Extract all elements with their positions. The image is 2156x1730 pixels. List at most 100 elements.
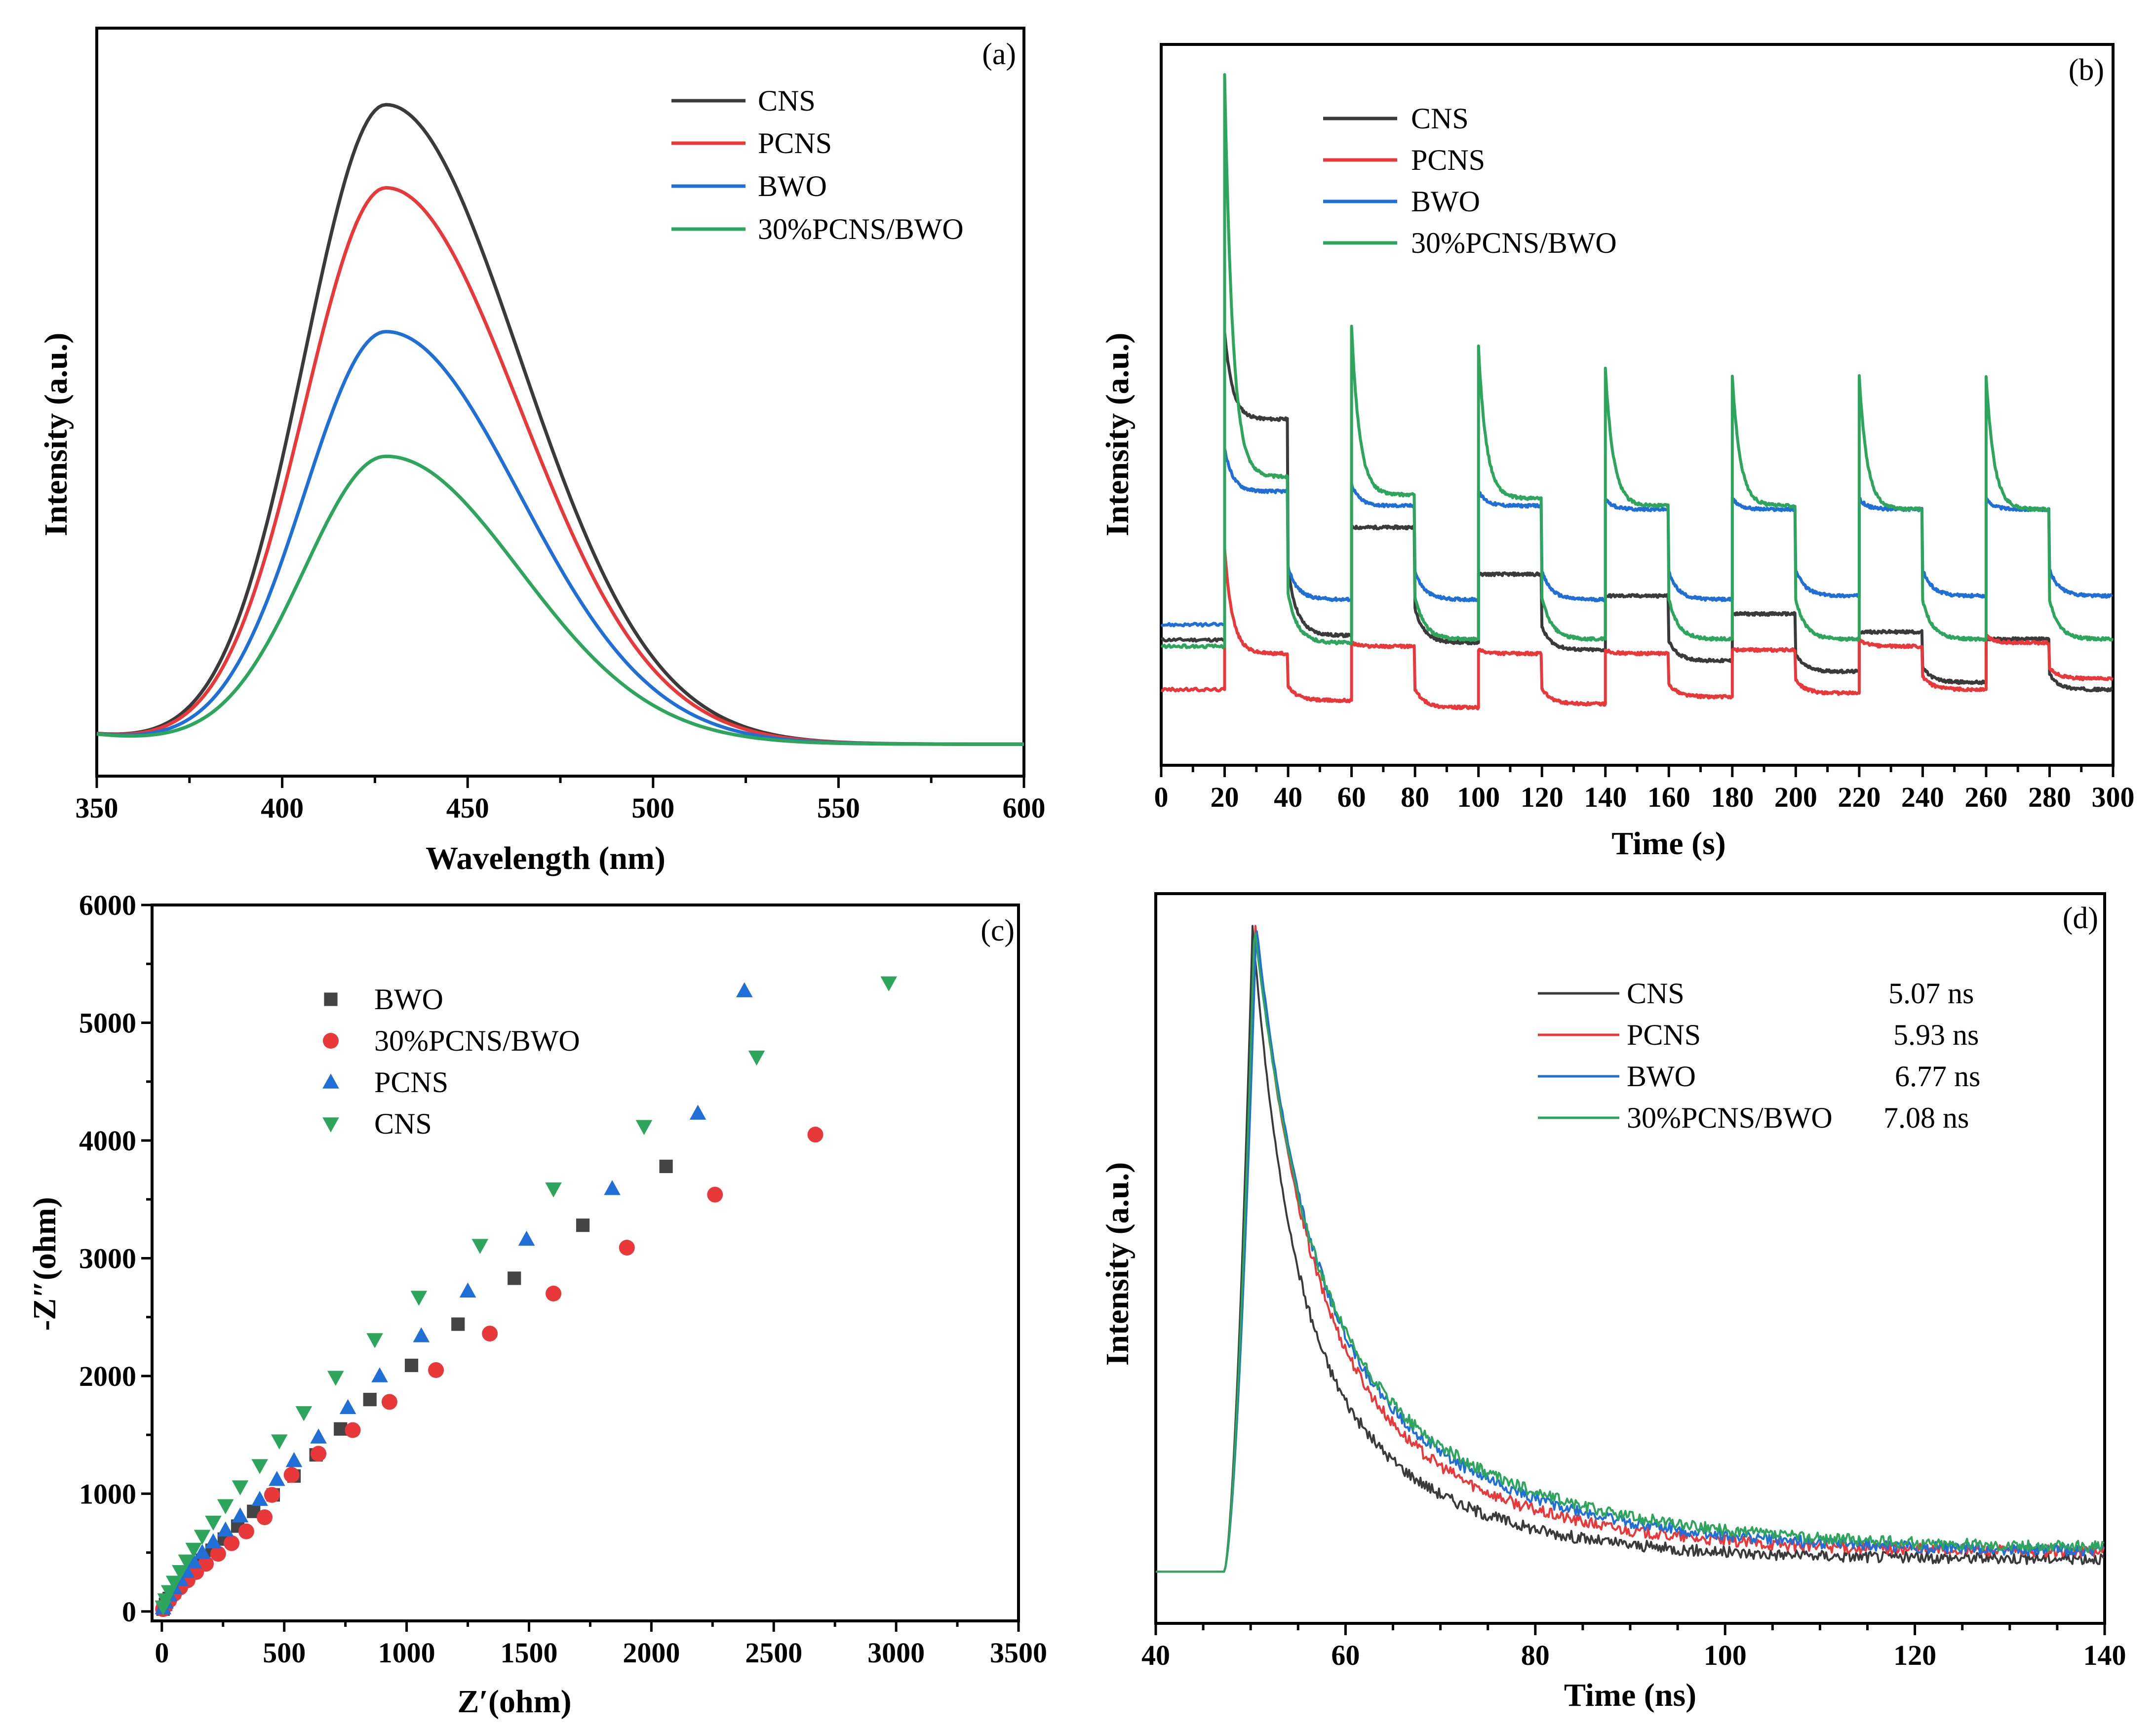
panel-c-y-tick-label: 1000 — [79, 1478, 136, 1510]
panel-c-x-tick-label: 1500 — [500, 1637, 557, 1669]
panel-c-point-pcns — [339, 1399, 356, 1415]
panel-d-legend-label-bwo: BWO — [1627, 1060, 1696, 1093]
panel-d-line-pcns — [1156, 925, 2105, 1573]
panel-c-point-pcns — [689, 1104, 706, 1120]
panel-c-point-pcns — [285, 1452, 303, 1467]
panel-b-x-axis-title: Time (s) — [1611, 826, 1726, 862]
panel-c-x-tick-label: 2500 — [745, 1637, 802, 1669]
panel-c-point-cns — [217, 1499, 234, 1514]
panel-a-line-30pcns-bwo — [96, 454, 1024, 746]
panel-c-point-pcns — [251, 1491, 268, 1506]
panel-c-point-pcns — [194, 1544, 211, 1559]
panel-d-lifetime-pcns: 5.93 ns — [1893, 1019, 1979, 1051]
panel-d-x-tick-label: 120 — [1893, 1639, 1936, 1671]
panel-a-line-pcns — [96, 186, 1024, 746]
panel-c-frame — [151, 904, 1020, 1622]
panel-c-y-tick-label: 2000 — [79, 1360, 136, 1392]
panel-d-line-30pcns-bwo — [1156, 933, 2105, 1573]
panel-c-point-cns — [205, 1515, 222, 1531]
panel-c-point-pcns — [232, 1507, 249, 1523]
panel-a-x-ticks: 350 400 450 500 550 600 — [76, 776, 1046, 824]
panel-a-x-axis-title: Wavelength (nm) — [426, 840, 666, 876]
panel-b-legend-label-pcns: PCNS — [1411, 144, 1485, 176]
panel-c-legend-marker-cns — [322, 1117, 339, 1133]
panel-c-y-axis-title: -Z″(ohm) — [27, 1197, 63, 1331]
panel-c-point-pcns — [217, 1521, 234, 1537]
panel-c-point-pcns — [459, 1282, 476, 1298]
panel-c-point-cns — [545, 1182, 562, 1198]
panel-b-x-tick-label: 40 — [1274, 781, 1302, 813]
panel-b-x-tick-label: 0 — [1154, 781, 1169, 813]
panel-c-legend-label-pcns: PCNS — [374, 1066, 448, 1099]
panel-d-line-cns — [1156, 925, 2105, 1573]
panel-c-point-pcns — [185, 1553, 202, 1569]
panel-d-legend-label-cns: CNS — [1627, 977, 1685, 1010]
panel-c-point-cns — [410, 1291, 428, 1306]
panel-b-x-tick-label: 100 — [1457, 781, 1500, 813]
panel-c-legend-marker-bwo — [324, 992, 338, 1006]
panel-a-legend-label-pcns: PCNS — [758, 127, 832, 159]
panel-c-point-30pcns-bwo — [482, 1326, 498, 1342]
panel-c-label: (c) — [980, 914, 1015, 947]
panel-b-x-tick-label: 60 — [1337, 781, 1366, 813]
panel-c-point-cns — [471, 1239, 489, 1254]
panel-d-series — [1156, 925, 2105, 1573]
panel-b-x-tick-label: 20 — [1211, 781, 1239, 813]
panel-d-legend-label-pcns: PCNS — [1627, 1019, 1701, 1051]
panel-c-point-pcns — [518, 1230, 535, 1246]
panel-c-y-tick-label: 6000 — [79, 889, 136, 921]
panel-c-legend-label-cns: CNS — [374, 1107, 432, 1140]
panel-a-legend: CNS PCNS BWO 30%PCNS/BWO — [671, 84, 964, 245]
panel-d-x-tick-label: 40 — [1141, 1639, 1170, 1671]
panel-a-line-bwo — [96, 330, 1024, 746]
panel-c-point-cns — [748, 1050, 765, 1066]
panel-c-point-30pcns-bwo — [807, 1127, 823, 1143]
panel-a-label: (a) — [982, 38, 1016, 71]
panel-b-photocurrent: 0 20 40 60 80 100 120 140 160 180 200 220 240 260 280 3… — [1099, 43, 2135, 862]
panel-c-legend-label-bwo: BWO — [374, 983, 443, 1016]
panel-b-x-tick-label: 300 — [2092, 781, 2135, 813]
panel-b-legend-label-cns: CNS — [1411, 102, 1469, 135]
panel-c-point-30pcns-bwo — [210, 1546, 226, 1562]
panel-d-x-tick-label: 100 — [1704, 1639, 1747, 1671]
panel-d-x-tick-label: 140 — [2083, 1639, 2126, 1671]
panel-a-x-tick-label: 350 — [76, 792, 118, 824]
panel-d-x-tick-label: 60 — [1331, 1639, 1360, 1671]
panel-c-x-tick-label: 500 — [263, 1637, 306, 1669]
panel-c-point-cns — [635, 1120, 653, 1135]
panel-c-point-pcns — [269, 1471, 285, 1486]
panel-c-point-cns — [327, 1371, 344, 1386]
panel-c-point-pcns — [371, 1367, 388, 1382]
panel-b-x-tick-label: 240 — [1901, 781, 1944, 813]
panel-b-x-tick-label: 140 — [1584, 781, 1627, 813]
panel-c-point-pcns — [413, 1327, 430, 1342]
panel-a-legend-label-cns: CNS — [758, 84, 816, 117]
panel-b-legend-label-composite: 30%PCNS/BWO — [1411, 227, 1617, 259]
panel-c-point-30pcns-bwo — [198, 1556, 214, 1572]
panel-c-point-30pcns-bwo — [224, 1535, 240, 1551]
panel-c-point-cns — [172, 1565, 189, 1580]
panel-c-y-tick-label: 3000 — [79, 1242, 136, 1274]
panel-c-point-30pcns-bwo — [311, 1446, 327, 1462]
panel-c-point-30pcns-bwo — [619, 1239, 635, 1256]
panel-c-point-30pcns-bwo — [546, 1286, 562, 1302]
panel-c-point-cns — [178, 1554, 195, 1570]
panel-b-x-tick-label: 200 — [1774, 781, 1817, 813]
panel-c-point-30pcns-bwo — [238, 1523, 254, 1539]
panel-b-x-tick-label: 180 — [1711, 781, 1754, 813]
panel-b-x-tick-label: 260 — [1964, 781, 2007, 813]
panel-c-point-30pcns-bwo — [428, 1362, 444, 1378]
panel-c-point-pcns — [310, 1428, 327, 1444]
panel-a-x-tick-label: 500 — [631, 792, 674, 824]
panel-a-series — [96, 103, 1024, 746]
panel-c-x-tick-label: 1000 — [378, 1637, 435, 1669]
panel-b-line-pcns — [1160, 547, 2114, 710]
panel-c-point-pcns — [205, 1533, 222, 1549]
panel-c-x-tick-label: 3500 — [990, 1637, 1047, 1669]
panel-c-point-pcns — [604, 1180, 621, 1195]
panel-d-trpl: 40 60 80 100 120 140 Time (ns) Intensity (a.u… — [1099, 892, 2126, 1713]
panel-b-frame — [1160, 43, 2115, 767]
panel-c-point-bwo — [363, 1393, 377, 1407]
panel-d-label: (d) — [2063, 902, 2098, 935]
panel-c-point-30pcns-bwo — [264, 1487, 280, 1503]
